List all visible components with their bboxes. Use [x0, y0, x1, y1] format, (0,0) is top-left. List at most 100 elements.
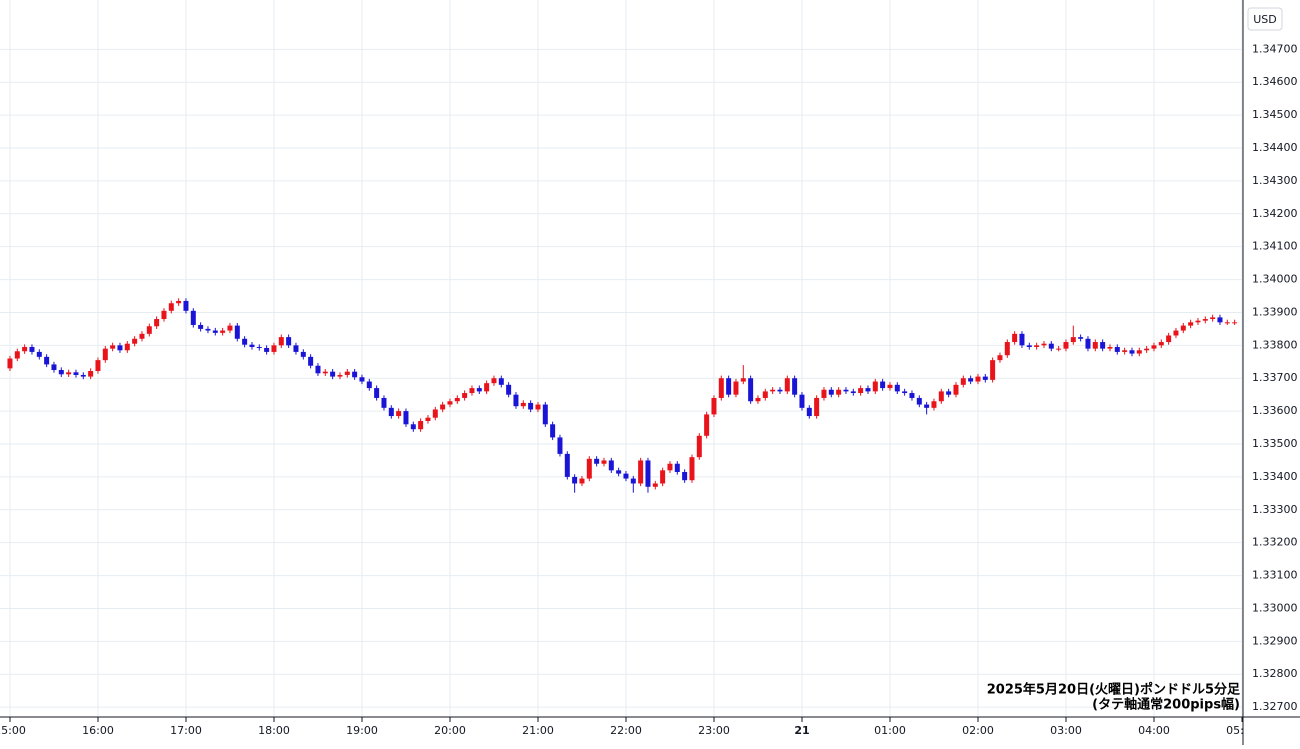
- candle-body: [1217, 317, 1223, 323]
- candle-body: [528, 402, 534, 410]
- candle-body: [1158, 342, 1164, 346]
- x-tick-label: 16:00: [82, 724, 114, 737]
- candle-body: [880, 381, 886, 389]
- y-tick-label: 1.33200: [1252, 536, 1298, 549]
- candle-body: [1085, 338, 1091, 349]
- candle-body: [410, 424, 416, 430]
- candle-body: [616, 470, 622, 474]
- candle-body: [88, 370, 94, 377]
- candle-body: [799, 394, 805, 408]
- candle-body: [836, 389, 842, 395]
- candle-body: [1026, 345, 1032, 347]
- annotation: (タテ軸通常200pips幅): [1092, 697, 1240, 713]
- candle-body: [95, 360, 101, 371]
- candle-body: [124, 343, 130, 351]
- candle-body: [1034, 345, 1040, 347]
- candle-body: [469, 388, 475, 394]
- candle-body: [440, 404, 446, 410]
- x-tick-label: 15:00: [0, 724, 26, 737]
- candle-body: [388, 407, 394, 417]
- candle-body: [887, 384, 893, 389]
- candle-body: [234, 325, 240, 339]
- candle-body: [608, 460, 614, 471]
- candle-body: [814, 397, 820, 417]
- candle-body: [352, 371, 358, 378]
- candle-body: [1232, 322, 1238, 324]
- candle-body: [704, 414, 710, 436]
- candle-body: [1056, 348, 1062, 350]
- candle-body: [110, 345, 116, 349]
- candle-body: [51, 364, 57, 371]
- candle-body: [198, 324, 204, 329]
- candle-body: [564, 453, 570, 477]
- candle-body: [249, 344, 255, 347]
- candle-body: [1019, 333, 1025, 346]
- candle-body: [264, 347, 270, 352]
- candle-body: [1100, 342, 1106, 349]
- candle-body: [777, 389, 783, 392]
- candle-body: [1107, 346, 1113, 349]
- candle-body: [1078, 337, 1084, 339]
- candle-body: [1004, 342, 1010, 356]
- candle-body: [491, 378, 497, 384]
- candle-body: [953, 384, 959, 395]
- candle-body: [396, 411, 402, 417]
- candle-body: [909, 393, 915, 398]
- candle-body: [674, 463, 680, 472]
- candle-body: [997, 355, 1003, 361]
- y-tick-label: 1.34000: [1252, 273, 1298, 286]
- candle-body: [535, 404, 541, 410]
- candle-body: [330, 371, 336, 377]
- candle-body: [792, 378, 798, 395]
- candle-body: [652, 483, 658, 487]
- candle-body: [1195, 320, 1201, 323]
- y-tick-label: 1.33900: [1252, 305, 1298, 318]
- candle-body: [132, 338, 138, 344]
- x-tick-label: 20:00: [434, 724, 466, 737]
- candle-body: [36, 351, 42, 357]
- candle-body: [1092, 342, 1098, 349]
- candle-body: [1063, 342, 1069, 349]
- candle-body: [982, 376, 988, 380]
- y-tick-label: 1.34400: [1252, 141, 1298, 154]
- candle-body: [29, 346, 35, 352]
- x-tick-label: 23:00: [698, 724, 730, 737]
- candle-body: [975, 376, 981, 382]
- annotation: 2025年5月20日(火曜日)ポンドドル5分足: [987, 682, 1241, 698]
- candle-body: [806, 407, 812, 417]
- candle-body: [762, 391, 768, 398]
- candle-body: [1173, 330, 1179, 336]
- candle-body: [784, 378, 790, 392]
- candle-body: [1210, 317, 1216, 320]
- candle-body: [374, 388, 380, 398]
- candle-body: [916, 397, 922, 405]
- candle-body: [968, 378, 974, 382]
- y-tick-label: 1.34300: [1252, 174, 1298, 187]
- candle-body: [1048, 343, 1054, 349]
- candle-body: [1180, 325, 1186, 331]
- y-tick-label: 1.33600: [1252, 404, 1298, 417]
- candle-body: [102, 348, 108, 361]
- candle-body: [858, 388, 864, 394]
- candle-body: [550, 424, 556, 438]
- candle-body: [73, 372, 79, 375]
- candle-body: [1114, 346, 1120, 352]
- x-tick-label: 02:00: [962, 724, 994, 737]
- candle-body: [1070, 337, 1076, 343]
- y-tick-label: 1.34600: [1252, 75, 1298, 88]
- candle-body: [190, 310, 196, 325]
- candle-body: [1136, 350, 1142, 354]
- candle-body: [146, 326, 152, 334]
- candle-body: [572, 476, 578, 484]
- candle-body: [344, 371, 350, 375]
- candle-body: [176, 300, 182, 304]
- candle-body: [1012, 333, 1018, 343]
- candle-body: [432, 409, 438, 418]
- candle-body: [183, 300, 189, 311]
- candle-body: [256, 346, 262, 348]
- candle-body: [168, 303, 174, 311]
- candle-body: [931, 401, 937, 408]
- candle-body: [682, 471, 688, 481]
- candle-body: [278, 337, 284, 346]
- candle-body: [447, 401, 453, 405]
